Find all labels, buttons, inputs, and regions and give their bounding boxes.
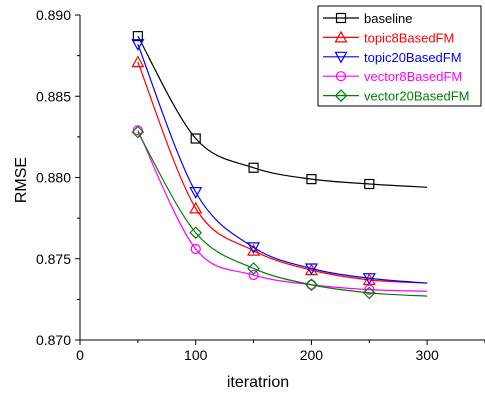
data-point-topic20basedfm: [362, 273, 376, 285]
legend-label-topic8basedfm: topic8BasedFM: [364, 30, 454, 45]
data-point-topic8basedfm: [247, 243, 261, 256]
legend: baseline topic8BasedFM topic20BasedFM vecto…: [317, 5, 482, 107]
data-point-topic20basedfm: [304, 263, 318, 276]
legend-label-vector20basedfm: vector20BasedFM: [364, 89, 470, 104]
y-tick-label: 0.890: [36, 7, 71, 23]
data-point-baseline: [132, 31, 143, 42]
legend-marker-topic20basedfm: [334, 51, 348, 64]
legend-marker-vector20basedfm: [334, 89, 348, 102]
x-tick-label: 0: [76, 347, 84, 363]
series-line-baseline: [137, 35, 428, 188]
legend-label-baseline: baseline: [364, 11, 412, 26]
data-point-vector8basedfm: [306, 279, 317, 290]
series-layer: [131, 31, 428, 300]
legend-marker-topic8basedfm: [334, 30, 348, 43]
legend-label-vector8basedfm: vector8BasedFM: [364, 69, 462, 84]
data-point-vector20basedfm: [305, 278, 318, 292]
data-point-topic8basedfm: [131, 55, 145, 68]
data-point-topic20basedfm: [247, 242, 261, 255]
series-line-topic8basedfm: [137, 61, 428, 284]
y-tick-label: 0.880: [36, 170, 71, 186]
x-axis-title: iteratrion: [227, 374, 289, 391]
data-point-vector8basedfm: [364, 284, 375, 295]
data-point-topic8basedfm: [189, 201, 203, 214]
x-tick-label: 100: [184, 347, 208, 363]
data-point-vector20basedfm: [247, 262, 260, 275]
data-point-vector20basedfm: [189, 226, 203, 240]
data-point-baseline: [248, 162, 259, 173]
data-point-vector20basedfm: [131, 125, 145, 139]
legend-label-topic20basedfm: topic20BasedFM: [364, 50, 462, 65]
x-tick-label: 200: [300, 347, 324, 363]
data-point-vector8basedfm: [248, 269, 259, 281]
x-tick-label: 300: [415, 347, 439, 363]
data-point-vector20basedfm: [362, 286, 376, 300]
y-tick-label: 0.885: [36, 88, 71, 104]
data-point-baseline: [190, 133, 201, 144]
y-axis-title: RMSE: [13, 157, 30, 203]
data-point-baseline: [306, 174, 317, 185]
y-tick-label: 0.870: [36, 332, 71, 348]
y-tick-label: 0.875: [36, 251, 71, 267]
data-point-topic20basedfm: [131, 39, 145, 51]
series-line-vector8basedfm: [137, 130, 428, 292]
series-line-vector20basedfm: [137, 131, 428, 297]
series-line-topic20basedfm: [137, 44, 428, 284]
legend-marker-baseline: [335, 12, 347, 24]
data-point-baseline: [364, 178, 375, 190]
axes-layer: 0.870 0.875 0.880 0.885 0.890 0 100 200 300: [36, 7, 485, 363]
legend-marker-vector8basedfm: [335, 71, 347, 82]
data-point-vector8basedfm: [190, 243, 201, 255]
data-point-topic20basedfm: [189, 187, 203, 199]
